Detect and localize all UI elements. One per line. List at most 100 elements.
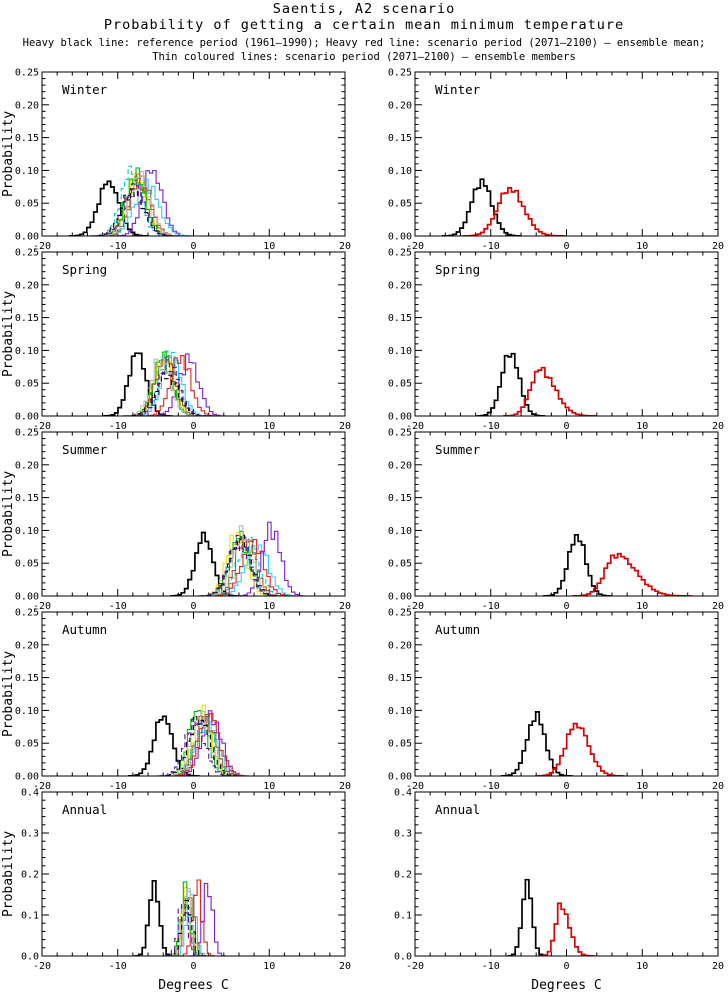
x-tick-label: 20 [339,781,351,792]
curves [507,878,596,956]
y-tick-label: 0.10 [15,346,39,357]
x-tick-label: 10 [636,421,648,432]
y-tick-label: 0.05 [388,559,412,570]
x-tick-label: 10 [263,421,275,432]
x-tick-label: -10 [482,961,500,972]
member-curve-red [179,879,218,956]
y-tick-label: 0.25 [388,428,412,439]
y-tick-label: 0.05 [15,199,39,210]
y-tick-label: 0.00 [388,592,412,603]
x-tick-label: -10 [109,601,127,612]
y-tick-label: 0.15 [15,493,39,504]
x-tick-label: 20 [712,421,724,432]
member-curve-violet [190,882,229,956]
curves [476,352,596,416]
x-tick-label: 0 [190,421,196,432]
x-tick-label: 10 [263,781,275,792]
season-label: Spring [435,262,480,277]
y-tick-label: 0.00 [388,232,412,243]
y-tick-label: 0.3 [394,829,412,840]
panel-summer-members: -20 -10 0 10 20 0.00 0.05 0.10 0.15 0.20 0.25 Summe… [15,428,351,613]
y-tick-label: 0.05 [15,379,39,390]
season-label: Spring [62,262,107,277]
season-label: Annual [62,802,107,817]
y-tick-label: 0.25 [388,608,412,619]
season-label: Summer [435,442,481,457]
x-tick-label: -10 [482,241,500,252]
x-axis-label: Degrees C [158,978,228,993]
curves [543,533,693,596]
y-tick-label: 0.3 [21,829,39,840]
y-tick-label: 0.25 [388,248,412,259]
y-tick-label: 0.2 [21,870,39,881]
y-tick-label: 0.10 [15,706,39,717]
x-tick-label: -20 [406,601,424,612]
member-curve-violet [236,521,309,596]
legend-line-2: Thin coloured lines: scenario period (20… [152,51,576,63]
panel-annual-mean: -20 -10 0 10 20 0.0 0.1 0.2 0.3 0.4 Annual [394,788,724,973]
x-tick-label: 10 [636,601,648,612]
y-tick-label: 0.2 [394,870,412,881]
member-curve-cyan-dashed [133,350,206,416]
y-tick-label: 0.20 [388,460,412,471]
y-tick-label: 0.00 [388,412,412,423]
x-tick-label: -10 [482,601,500,612]
y-axis-label: Probability [1,831,16,917]
x-tick-label: 0 [190,781,196,792]
y-tick-label: 0.20 [15,640,39,651]
y-tick-label: 0.20 [388,100,412,111]
member-curve-violet [150,353,228,416]
figure-subtitle: Probability of getting a certain mean mi… [103,17,625,33]
x-tick-label: 20 [712,961,724,972]
panel-spring-mean: -20 -10 0 10 20 0.00 0.05 0.10 0.15 0.20 0.25 Sprin… [388,248,724,433]
curves [170,521,309,596]
member-curve-black-dashed [167,899,207,956]
x-tick-label: 20 [339,241,351,252]
curves [68,165,196,236]
y-tick-label: 0.00 [15,232,39,243]
season-label: Winter [62,82,108,97]
reference-curve [543,533,613,596]
x-tick-label: -10 [109,961,127,972]
x-tick-label: -10 [482,781,500,792]
y-tick-label: 0.25 [15,248,39,259]
member-curve-cyan [99,178,196,236]
x-tick-label: 10 [263,961,275,972]
y-tick-label: 0.00 [15,592,39,603]
y-tick-label: 0.00 [15,412,39,423]
x-tick-label: 0 [563,601,569,612]
reference-curve [134,879,175,956]
x-tick-label: -20 [406,241,424,252]
panel-autumn-members: -20 -10 0 10 20 0.00 0.05 0.10 0.15 0.20 0.25 Autum… [15,608,351,793]
reference-curve [170,531,240,596]
x-tick-label: 20 [339,961,351,972]
y-tick-label: 0.0 [394,952,412,963]
member-curve-black-dashed [89,188,179,236]
y-tick-label: 0.20 [15,280,39,291]
y-tick-label: 0.00 [388,772,412,783]
x-tick-label: -20 [33,781,51,792]
x-tick-label: -10 [109,421,127,432]
x-tick-label: -10 [109,781,127,792]
member-curve-black-dashed [199,534,282,596]
y-tick-label: 0.20 [15,460,39,471]
ensemble-mean-curve [539,902,596,956]
y-tick-label: 0.0 [21,952,39,963]
curves [103,350,228,416]
member-curve-cyan-dashed [93,165,169,236]
reference-curve [127,715,201,776]
y-tick-label: 0.25 [15,68,39,79]
x-tick-label: 0 [563,421,569,432]
member-curve-cyan [213,544,303,596]
y-tick-label: 0.05 [15,559,39,570]
y-axis-label: Probability [1,291,16,377]
panel-summer-mean: -20 -10 0 10 20 0.00 0.05 0.10 0.15 0.20 0.25 Summe… [388,428,724,613]
x-tick-label: -20 [33,601,51,612]
x-tick-label: 20 [712,781,724,792]
member-curve-cyan [173,890,212,956]
ensemble-mean-curve [535,722,625,776]
x-tick-label: 0 [190,241,196,252]
x-tick-label: 0 [563,961,569,972]
panel-autumn-mean: -20 -10 0 10 20 0.00 0.05 0.10 0.15 0.20 0.25 Autum… [388,608,724,793]
x-tick-label: 10 [636,781,648,792]
